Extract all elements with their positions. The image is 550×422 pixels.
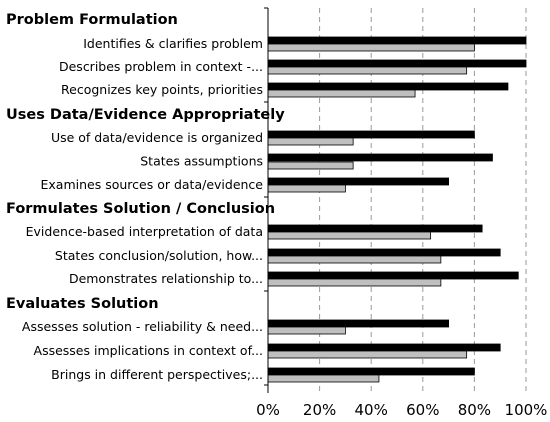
bar-series-2 bbox=[267, 89, 416, 98]
bar-series-1 bbox=[267, 153, 493, 162]
bar-series-2 bbox=[267, 326, 346, 335]
category-label: Examines sources or data/evidence bbox=[41, 177, 264, 192]
bar-series-1 bbox=[267, 343, 501, 352]
category-label: Identifies & clarifies problem bbox=[83, 36, 263, 51]
category-label: Describes problem in context -... bbox=[59, 59, 263, 74]
bar-series-2 bbox=[267, 66, 468, 75]
bar-series-1 bbox=[267, 177, 450, 186]
x-tick-label: 0% bbox=[256, 401, 280, 419]
category-label: Evidence-based interpretation of data bbox=[26, 224, 263, 239]
x-tick-label: 80% bbox=[458, 401, 491, 419]
x-tick-label: 60% bbox=[406, 401, 439, 419]
bar-series-1 bbox=[267, 82, 509, 91]
category-label: Recognizes key points, priorities bbox=[61, 82, 263, 97]
category-label: Demonstrates relationship to... bbox=[69, 271, 263, 286]
bar-series-1 bbox=[267, 271, 519, 280]
category-label: Use of data/evidence is organized bbox=[51, 130, 263, 145]
category-label: Brings in different perspectives;... bbox=[51, 367, 263, 382]
category-label: Assesses implications in context of... bbox=[34, 343, 263, 358]
bar-series-2 bbox=[267, 350, 468, 359]
bar-series-1 bbox=[267, 36, 527, 45]
group-title: Uses Data/Evidence Appropriately bbox=[6, 107, 285, 123]
bar-series-2 bbox=[267, 184, 346, 193]
bar-series-2 bbox=[267, 278, 442, 287]
bar-series-2 bbox=[267, 161, 354, 170]
bar-series-1 bbox=[267, 367, 475, 376]
bar-series-1 bbox=[267, 319, 450, 328]
bar-series-2 bbox=[267, 43, 475, 52]
bar-series-1 bbox=[267, 224, 483, 233]
x-tick-label: 100% bbox=[505, 401, 548, 419]
bar-series-2 bbox=[267, 255, 442, 264]
x-tick-label: 20% bbox=[303, 401, 336, 419]
group-title: Formulates Solution / Conclusion bbox=[6, 201, 275, 217]
bar-series-2 bbox=[267, 231, 431, 240]
group-title: Evaluates Solution bbox=[6, 296, 159, 312]
bar-series-1 bbox=[267, 248, 501, 257]
category-label: Assesses solution - reliability & need..… bbox=[22, 319, 263, 334]
category-label: States conclusion/solution, how... bbox=[55, 248, 263, 263]
bar-series-2 bbox=[267, 137, 354, 146]
bar-series-1 bbox=[267, 59, 527, 68]
bar-series-2 bbox=[267, 374, 380, 383]
category-label: States assumptions bbox=[140, 154, 263, 169]
bar-series-1 bbox=[267, 130, 475, 139]
x-tick-label: 40% bbox=[355, 401, 388, 419]
group-title: Problem Formulation bbox=[6, 12, 178, 28]
